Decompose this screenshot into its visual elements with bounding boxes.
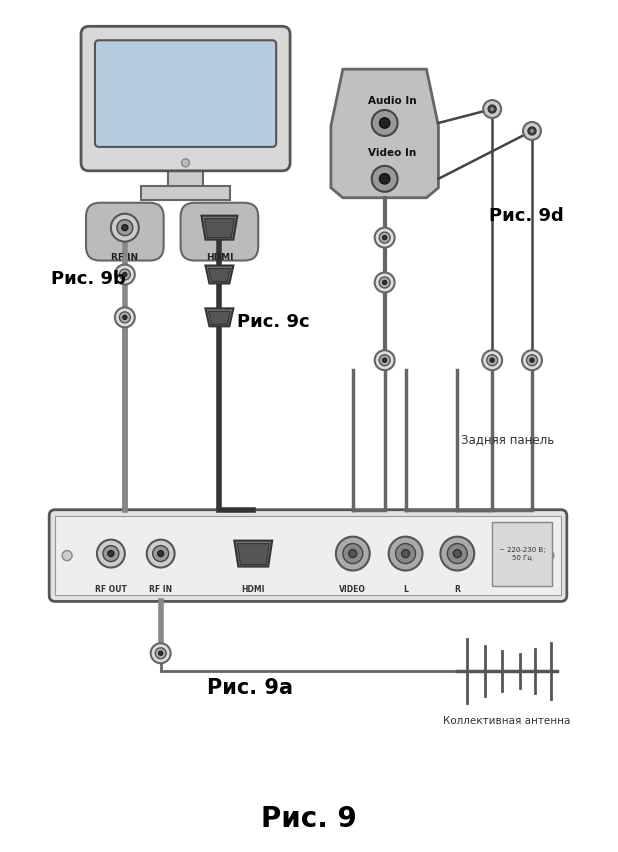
Circle shape — [530, 130, 533, 132]
Circle shape — [379, 118, 390, 128]
Circle shape — [115, 264, 135, 285]
FancyBboxPatch shape — [86, 203, 164, 261]
Circle shape — [155, 648, 166, 659]
FancyBboxPatch shape — [95, 40, 276, 147]
Bar — [141, 186, 231, 199]
Circle shape — [123, 315, 127, 320]
Circle shape — [379, 354, 390, 366]
Circle shape — [490, 358, 494, 362]
Circle shape — [375, 227, 395, 248]
Circle shape — [454, 550, 461, 557]
Circle shape — [62, 550, 72, 561]
Circle shape — [402, 550, 410, 557]
Circle shape — [103, 545, 119, 561]
Circle shape — [383, 280, 387, 285]
Circle shape — [383, 236, 387, 239]
Text: Коллективная антенна: Коллективная антенна — [444, 716, 571, 726]
Polygon shape — [205, 219, 234, 238]
Polygon shape — [205, 266, 234, 284]
Text: HDMI: HDMI — [242, 585, 265, 595]
Text: RF IN: RF IN — [111, 252, 138, 262]
Text: Рис. 9a: Рис. 9a — [207, 678, 294, 698]
Circle shape — [371, 166, 397, 192]
Text: VIDEO: VIDEO — [339, 585, 366, 595]
Circle shape — [371, 110, 397, 136]
Bar — [167, 171, 203, 189]
Circle shape — [491, 107, 494, 111]
Circle shape — [158, 550, 164, 556]
Circle shape — [447, 544, 467, 563]
Polygon shape — [331, 69, 438, 198]
Circle shape — [97, 539, 125, 567]
Circle shape — [119, 312, 130, 323]
Circle shape — [115, 308, 135, 327]
Text: R: R — [454, 585, 460, 595]
Circle shape — [108, 550, 114, 556]
Polygon shape — [208, 311, 231, 325]
Bar — [55, 515, 561, 596]
Circle shape — [530, 358, 534, 362]
Text: Задняя панель: Задняя панель — [460, 434, 554, 446]
Text: HDMI: HDMI — [206, 252, 233, 262]
Text: Audio In: Audio In — [368, 96, 417, 106]
Circle shape — [336, 537, 370, 571]
Polygon shape — [205, 308, 234, 326]
Circle shape — [522, 350, 542, 370]
Circle shape — [119, 269, 130, 280]
Polygon shape — [201, 216, 237, 239]
Text: Рис. 9d: Рис. 9d — [489, 207, 564, 225]
Circle shape — [528, 127, 536, 135]
Circle shape — [379, 232, 390, 243]
Circle shape — [379, 277, 390, 288]
Circle shape — [488, 105, 496, 113]
Circle shape — [523, 122, 541, 140]
Circle shape — [527, 354, 538, 366]
Circle shape — [117, 220, 133, 236]
Polygon shape — [208, 268, 231, 281]
Circle shape — [544, 550, 554, 561]
Circle shape — [396, 544, 415, 563]
Circle shape — [151, 643, 171, 663]
Circle shape — [146, 539, 175, 567]
Circle shape — [487, 354, 497, 366]
Circle shape — [349, 550, 357, 557]
Circle shape — [153, 545, 169, 561]
Text: Рис. 9b: Рис. 9b — [51, 270, 126, 289]
Text: L: L — [403, 585, 408, 595]
Text: Рис. 9c: Рис. 9c — [237, 314, 310, 331]
Text: RF OUT: RF OUT — [95, 585, 127, 595]
Circle shape — [111, 214, 139, 242]
Circle shape — [483, 100, 501, 118]
Bar — [492, 521, 552, 586]
Text: Video In: Video In — [368, 148, 417, 158]
Circle shape — [123, 273, 127, 277]
Text: ~ 220-230 В;
50 Гц: ~ 220-230 В; 50 Гц — [499, 547, 545, 560]
Circle shape — [383, 358, 387, 362]
Circle shape — [389, 537, 423, 571]
Circle shape — [375, 350, 395, 370]
Circle shape — [182, 158, 190, 167]
Circle shape — [441, 537, 474, 571]
Polygon shape — [234, 541, 272, 567]
Circle shape — [375, 273, 395, 292]
Circle shape — [343, 544, 363, 563]
Polygon shape — [237, 544, 269, 565]
FancyBboxPatch shape — [81, 26, 290, 171]
Circle shape — [379, 174, 390, 184]
Circle shape — [122, 225, 128, 231]
Circle shape — [159, 651, 163, 655]
Text: Рис. 9: Рис. 9 — [261, 805, 357, 832]
FancyBboxPatch shape — [49, 509, 567, 602]
Circle shape — [482, 350, 502, 370]
FancyBboxPatch shape — [180, 203, 258, 261]
Text: RF IN: RF IN — [149, 585, 172, 595]
